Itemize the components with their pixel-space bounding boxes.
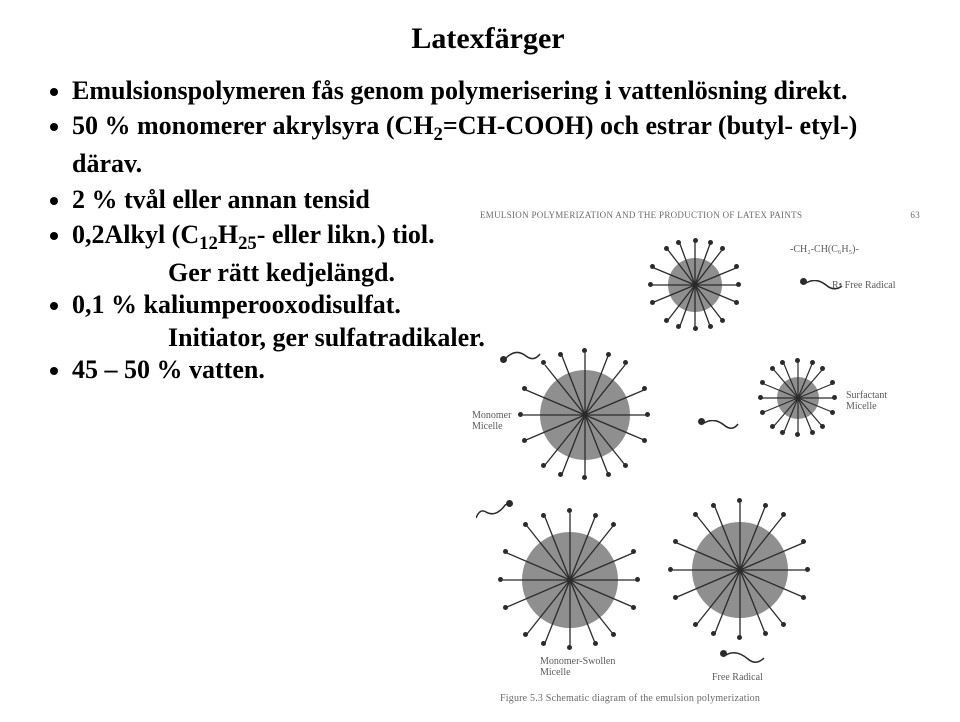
slide-page: Latexfärger Emulsionspolymeren fås genom…: [0, 0, 960, 722]
bullet-text: Emulsionspolymeren fås genom polymeriser…: [72, 76, 847, 105]
bullet-item: Emulsionspolymeren fås genom polymeriser…: [72, 74, 928, 107]
micelle-right: [760, 360, 836, 436]
micelle-bottom-left: [500, 510, 640, 650]
page-title: Latexfärger: [48, 22, 928, 56]
surfactant-micelle-label: Surfactant Micelle: [846, 390, 887, 412]
micelle-left: [520, 350, 650, 480]
micelle-dots: [760, 360, 836, 436]
figure-header-right: 63: [910, 210, 920, 220]
bullet-text: 45 – 50 % vatten.: [72, 355, 265, 384]
text-fragment: 0,2Alkyl (C: [72, 220, 199, 249]
micelle-dots: [670, 500, 810, 640]
figure-caption: Figure 5.3 Schematic diagram of the emul…: [500, 693, 760, 704]
text-fragment: - eller likn.) tiol.: [257, 220, 435, 249]
free-radical-bottom-label: Free Radical: [712, 672, 763, 683]
micelle-dots: [520, 350, 650, 480]
text-fragment: 50 % monomerer akrylsyra (CH: [72, 111, 434, 140]
bullet-text: 2 % tvål eller annan tensid: [72, 185, 370, 214]
bullet-item: 50 % monomerer akrylsyra (CH2=CH-COOH) o…: [72, 109, 928, 180]
micelle-dots: [650, 240, 740, 330]
subscript: 25: [238, 233, 257, 254]
emulsion-figure: EMULSION POLYMERIZATION AND THE PRODUCTI…: [460, 210, 940, 710]
bullet-text: 0,2Alkyl (C12H25- eller likn.) tiol.: [72, 220, 435, 249]
figure-header-left: EMULSION POLYMERIZATION AND THE PRODUCTI…: [480, 210, 802, 220]
formula-label: -CH₂-CH(C₆H₅)-: [790, 244, 920, 255]
subscript: 2: [434, 124, 443, 145]
free-radical-label: R• Free Radical: [832, 280, 895, 291]
micelle-dots: [500, 510, 640, 650]
micelle-bottom-right: [670, 500, 810, 640]
monomer-micelle-label: Monomer Micelle: [472, 410, 511, 432]
micelle-top: [650, 240, 740, 330]
text-fragment: H: [218, 220, 238, 249]
swollen-micelle-label: Monomer-Swollen Micelle: [540, 656, 615, 678]
bullet-text: 0,1 % kaliumperooxodisulfat.: [72, 290, 401, 319]
subscript: 12: [199, 233, 218, 254]
figure-header: EMULSION POLYMERIZATION AND THE PRODUCTI…: [480, 210, 920, 220]
bullet-text: 50 % monomerer akrylsyra (CH2=CH-COOH) o…: [72, 111, 857, 178]
